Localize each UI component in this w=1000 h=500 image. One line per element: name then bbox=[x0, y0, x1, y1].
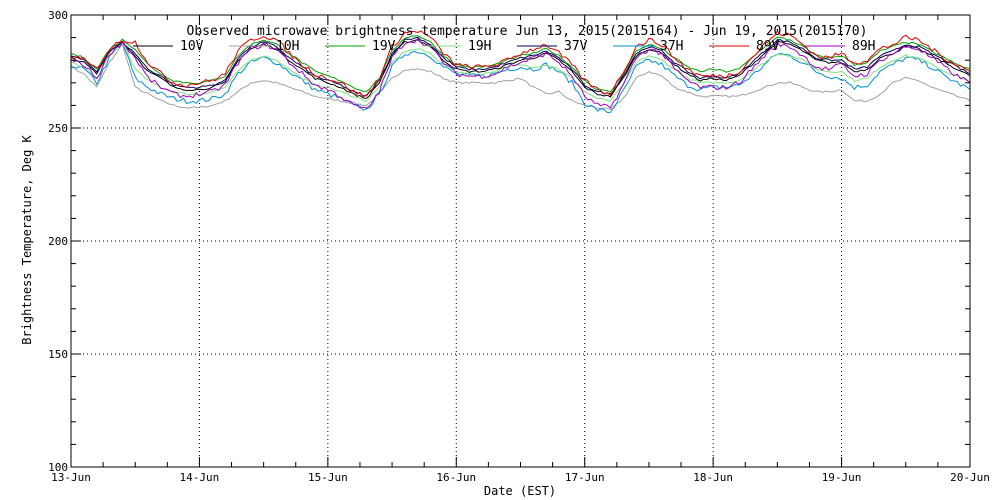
legend-label-89h: 89H bbox=[852, 39, 875, 54]
x-tick-label: 16-Jun bbox=[436, 471, 476, 484]
x-tick-label: 14-Jun bbox=[180, 471, 220, 484]
y-tick-label: 150 bbox=[48, 348, 68, 361]
y-tick-label: 250 bbox=[48, 122, 68, 135]
chart-title: Observed microwave brightness temperatur… bbox=[187, 24, 868, 39]
legend-label-19v: 19V bbox=[372, 39, 396, 54]
legend-label-37h: 37H bbox=[660, 39, 683, 54]
legend-label-37v: 37V bbox=[564, 39, 588, 54]
chart-background bbox=[0, 0, 1000, 500]
x-tick-label: 13-Jun bbox=[51, 471, 91, 484]
x-tick-label: 19-Jun bbox=[822, 471, 862, 484]
y-tick-label: 300 bbox=[48, 9, 68, 22]
chart: 100150200250300 13-Jun 14-Jun 15-Jun 16-Jun… bbox=[0, 0, 1000, 500]
x-axis-title: Date (EST) bbox=[484, 484, 556, 498]
legend-label-19h: 19H bbox=[468, 39, 491, 54]
y-tick-label: 200 bbox=[48, 235, 68, 248]
legend-label-89v: 89V bbox=[756, 39, 780, 54]
x-tick-label: 20-Jun bbox=[950, 471, 990, 484]
x-tick-label: 15-Jun bbox=[308, 471, 348, 484]
y-axis-title: Brightness Temperature, Deg K bbox=[20, 134, 34, 344]
legend-label-10h: 10H bbox=[276, 39, 299, 54]
x-tick-label: 18-Jun bbox=[693, 471, 733, 484]
legend-label-10v: 10V bbox=[180, 39, 204, 54]
x-tick-label: 17-Jun bbox=[565, 471, 605, 484]
